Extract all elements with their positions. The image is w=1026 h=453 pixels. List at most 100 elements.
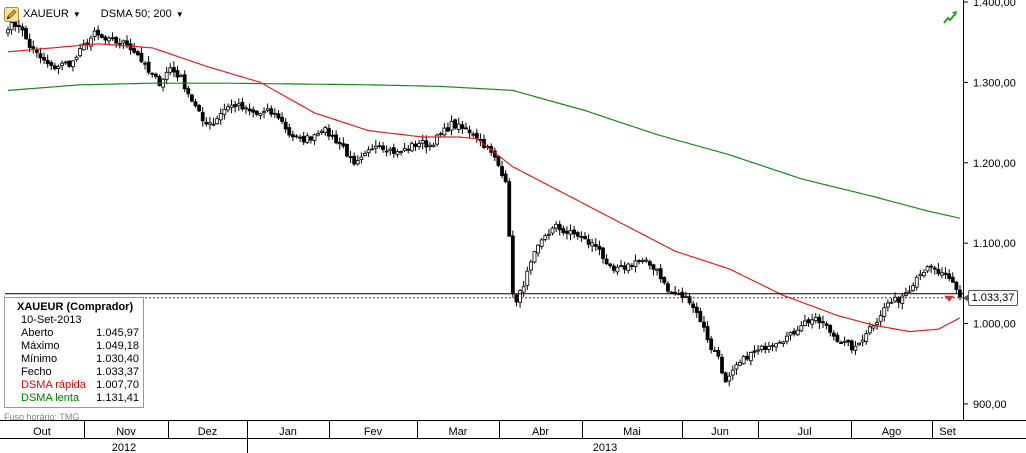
candle-body (586, 239, 591, 245)
candle-body (752, 350, 757, 353)
symbol-label: XAUEUR (23, 8, 69, 20)
candle-body (647, 261, 652, 266)
candle-body (341, 143, 346, 147)
candle-body (262, 111, 266, 114)
info-title: XAUEUR (Comprador) (17, 301, 134, 313)
candle-body (950, 276, 955, 283)
info-row-label: Mínimo (21, 353, 58, 365)
candle-body (309, 136, 313, 141)
candle-body (615, 266, 620, 273)
candle-body (622, 265, 627, 270)
info-row: Máximo 1.049,18 (5, 340, 143, 353)
candle-body (593, 244, 598, 247)
candle-body (471, 133, 476, 136)
candle-body (438, 133, 443, 136)
candle-body (947, 273, 952, 279)
candle-body (698, 310, 703, 323)
candle-body (525, 270, 530, 286)
symbol-dropdown[interactable]: XAUEUR ▼ (23, 8, 81, 20)
candle-body (269, 108, 274, 115)
candle-body (929, 265, 934, 268)
chart-toolbar: XAUEUR ▼ DSMA 50; 200 ▼ (4, 6, 184, 22)
candle-body (831, 332, 836, 337)
candle-body (446, 127, 450, 132)
candle-body (211, 123, 216, 126)
candle-body (828, 325, 833, 333)
indicator-dropdown[interactable]: DSMA 50; 200 ▼ (101, 8, 184, 20)
candle-body (27, 38, 32, 48)
candle-body (330, 134, 335, 137)
slow-ma-line (7, 82, 961, 219)
candle-body (13, 21, 18, 27)
candle-body (135, 51, 140, 56)
candle-body (363, 152, 367, 156)
x-month-label: Ago (882, 426, 902, 438)
candle-body (272, 112, 277, 115)
candle-body (882, 307, 887, 317)
candle-body (175, 70, 180, 78)
candle-body (449, 120, 454, 131)
candle-body (893, 296, 897, 302)
candle-body (319, 130, 324, 133)
candle-body (453, 119, 458, 129)
pencil-icon[interactable] (4, 6, 19, 22)
candle-body (799, 325, 804, 332)
y-tick-label: 1.400,00 (973, 0, 1016, 9)
candle-body (81, 43, 86, 51)
candle-body (251, 109, 256, 113)
candle-body (359, 156, 364, 160)
candle-body (900, 295, 905, 304)
candle-body (208, 122, 212, 125)
candle-body (31, 46, 36, 49)
candle-body (190, 94, 194, 102)
info-row-value: 1.033,37 (96, 366, 139, 378)
candle-body (226, 106, 230, 111)
info-date: 10-Set-2013 (21, 314, 82, 326)
candle-body (925, 266, 930, 272)
info-row-value: 1.049,18 (96, 340, 139, 352)
candle-body (954, 281, 959, 291)
current-price-tag: 1.033,37 (963, 290, 1018, 306)
candle-body (741, 355, 746, 365)
candle-body (153, 73, 158, 77)
x-month-label: Dez (198, 426, 218, 438)
candle-body (766, 345, 771, 350)
y-tick-label: 900,00 (973, 399, 1007, 411)
candle-body (849, 340, 854, 351)
candle-body (565, 230, 569, 234)
candle-body (179, 75, 183, 77)
candle-body (694, 306, 699, 313)
candle-body (745, 355, 750, 360)
candle-body (312, 134, 317, 141)
candle-body (233, 104, 238, 108)
candle-body (377, 145, 382, 148)
info-row-value: 1.007,70 (96, 379, 139, 391)
x-month-label: Jul (797, 426, 811, 438)
candle-body (218, 113, 223, 121)
candle-body (435, 134, 440, 145)
candle-body (666, 283, 670, 292)
info-row: DSMA lenta 1.131,41 (5, 392, 143, 405)
info-row: Fecho 1.033,37 (5, 366, 143, 379)
candle-body (391, 147, 396, 154)
candle-body (821, 321, 825, 324)
trend-up-arrow-icon[interactable] (942, 9, 958, 25)
candle-body (514, 294, 519, 303)
candle-body (730, 369, 735, 376)
candle-body (16, 24, 21, 28)
candle-body (842, 341, 847, 343)
candle-body (716, 350, 721, 357)
candle-body (756, 349, 760, 352)
candle-body (637, 260, 641, 263)
candle-body (835, 334, 840, 342)
candle-body (74, 56, 79, 61)
candle-body (687, 296, 692, 304)
candle-body (96, 29, 101, 36)
candle-body (327, 128, 331, 137)
candle-body (864, 333, 869, 342)
x-month-label: Fev (364, 426, 383, 438)
candle-body (323, 127, 328, 133)
candle-body (110, 37, 115, 40)
candle-body (38, 53, 43, 59)
